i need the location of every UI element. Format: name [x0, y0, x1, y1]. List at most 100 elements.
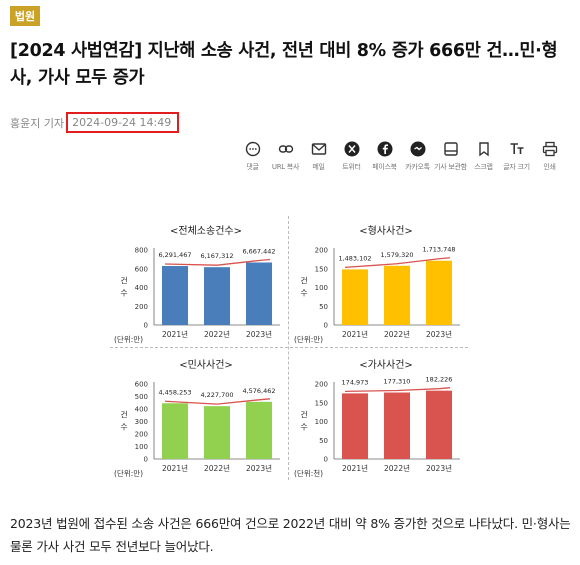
x-tick-label: 2022년 [204, 463, 230, 473]
y-tick-label: 100 [315, 284, 328, 292]
x-tick-label: 2022년 [204, 329, 230, 339]
x-tick-label: 2023년 [246, 329, 272, 339]
article-toolbar: 댓글 URL 복사 메일 트위터 페이스북 카카오톡 기사 보관함 스크랩 글자… [236, 141, 566, 172]
y-tick-label: 200 [135, 431, 148, 439]
scrap-label: 스크랩 [474, 163, 493, 171]
data-label: 1,713,748 [422, 246, 455, 254]
bar [245, 401, 273, 459]
url-copy-button[interactable]: URL 복사 [269, 141, 302, 172]
url-copy-label: URL 복사 [271, 163, 300, 171]
comment-icon [245, 141, 260, 157]
x-tick-label: 2021년 [342, 463, 368, 473]
bar [245, 262, 273, 325]
print-label: 인쇄 [543, 163, 556, 171]
print-button[interactable]: 인쇄 [533, 141, 566, 172]
y-axis-label: 건 [300, 276, 307, 286]
figure-divider-horizontal [110, 347, 468, 348]
y-tick-label: 0 [324, 322, 328, 330]
scrap-button[interactable]: 스크랩 [467, 141, 500, 172]
y-tick-label: 100 [315, 418, 328, 426]
bar [341, 269, 369, 325]
y-tick-label: 200 [315, 247, 328, 255]
font-size-button[interactable]: 글자 크기 [500, 141, 533, 172]
x-tick-label: 2021년 [162, 329, 188, 339]
y-tick-label: 400 [135, 284, 148, 292]
save-icon [443, 142, 458, 156]
y-tick-label: 0 [144, 456, 148, 464]
article-body: 2023년 법원에 접수된 소송 사건은 666만여 건으로 2022년 대비 … [10, 516, 571, 554]
y-axis-label: 수 [120, 423, 127, 432]
twitter-button[interactable]: 트위터 [335, 141, 368, 172]
figure-divider-vertical [288, 216, 289, 480]
chart-title: <민사사건> [179, 359, 233, 371]
bar [203, 267, 231, 325]
chart-title: <가사사건> [359, 359, 413, 371]
data-label: 4,576,462 [242, 387, 275, 395]
y-tick-label: 50 [319, 437, 328, 445]
y-axis-label: 수 [300, 289, 307, 298]
trend-line [344, 257, 451, 269]
mail-button[interactable]: 메일 [302, 141, 335, 172]
y-axis-label: 건 [120, 410, 127, 420]
twitter-label: 트위터 [342, 163, 361, 171]
bookmark-icon [478, 142, 489, 157]
comment-button[interactable]: 댓글 [236, 141, 269, 172]
article-title: [2024 사법연감] 지난해 소송 사건, 전년 대비 8% 증가 666만 … [10, 41, 558, 88]
unit-label: (단위:만) [294, 334, 323, 344]
y-tick-label: 200 [135, 303, 148, 311]
data-label: 6,291,467 [158, 251, 191, 259]
chart-criminal-cases: <형사사건> 0 50 100 150 200 건 수 (단위:만) 2021년 1,483,102… [290, 216, 468, 348]
x-tick-label: 2021년 [342, 329, 368, 339]
byline: 홍윤지 기자 2024-09-24 14:49 [10, 112, 180, 133]
category-badge[interactable]: 법원 [10, 6, 40, 26]
y-tick-label: 200 [315, 381, 328, 389]
data-label: 177,310 [384, 378, 411, 386]
x-tick-label: 2023년 [246, 463, 272, 473]
mail-icon [311, 143, 326, 155]
twitter-x-icon [344, 141, 359, 157]
data-label: 4,458,253 [158, 388, 191, 396]
bar [425, 260, 453, 325]
y-tick-label: 400 [135, 406, 148, 414]
print-icon [542, 141, 557, 157]
chart-title: <형사사건> [359, 225, 413, 237]
y-tick-label: 150 [315, 399, 328, 407]
y-tick-label: 150 [315, 265, 328, 273]
y-tick-label: 800 [135, 247, 148, 255]
facebook-button[interactable]: 페이스북 [368, 141, 401, 172]
y-axis-label: 건 [300, 410, 307, 420]
data-label: 4,227,700 [200, 391, 233, 399]
kakaotalk-icon [410, 141, 425, 157]
y-tick-label: 500 [135, 393, 148, 401]
save-article-button[interactable]: 기사 보관함 [434, 141, 467, 172]
bar [425, 390, 453, 459]
y-tick-label: 50 [319, 303, 328, 311]
unit-label: (단위:만) [114, 334, 143, 344]
reporter-name: 홍윤지 기자 [10, 116, 65, 130]
font-size-label: 글자 크기 [503, 163, 530, 171]
data-label: 1,483,102 [338, 254, 371, 262]
trend-line [164, 398, 271, 405]
bar [383, 265, 411, 325]
y-tick-label: 0 [144, 322, 148, 330]
kakaotalk-label: 카카오톡 [405, 163, 430, 171]
data-label: 6,667,442 [242, 247, 275, 255]
data-label: 6,167,312 [200, 252, 233, 260]
unit-label: (단위:만) [114, 468, 143, 478]
chart-total-lawsuits: <전체소송건수> 0 200 400 600 800 건 수 (단위:만) 2021년 6,291,… [110, 216, 288, 348]
bar [383, 392, 411, 459]
y-axis-label: 수 [300, 423, 307, 432]
x-tick-label: 2022년 [384, 329, 410, 339]
unit-label: (단위:천) [294, 468, 323, 478]
facebook-icon [377, 141, 392, 157]
mail-label: 메일 [312, 163, 325, 171]
data-label: 174,973 [342, 378, 369, 386]
y-tick-label: 0 [324, 456, 328, 464]
comment-label: 댓글 [246, 163, 259, 171]
kakaotalk-button[interactable]: 카카오톡 [401, 141, 434, 172]
x-tick-label: 2023년 [426, 329, 452, 339]
publish-datetime: 2024-09-24 14:49 [66, 112, 180, 133]
y-tick-label: 100 [135, 443, 148, 451]
chart-title: <전체소송건수> [170, 225, 242, 237]
y-axis-label: 수 [120, 289, 127, 298]
